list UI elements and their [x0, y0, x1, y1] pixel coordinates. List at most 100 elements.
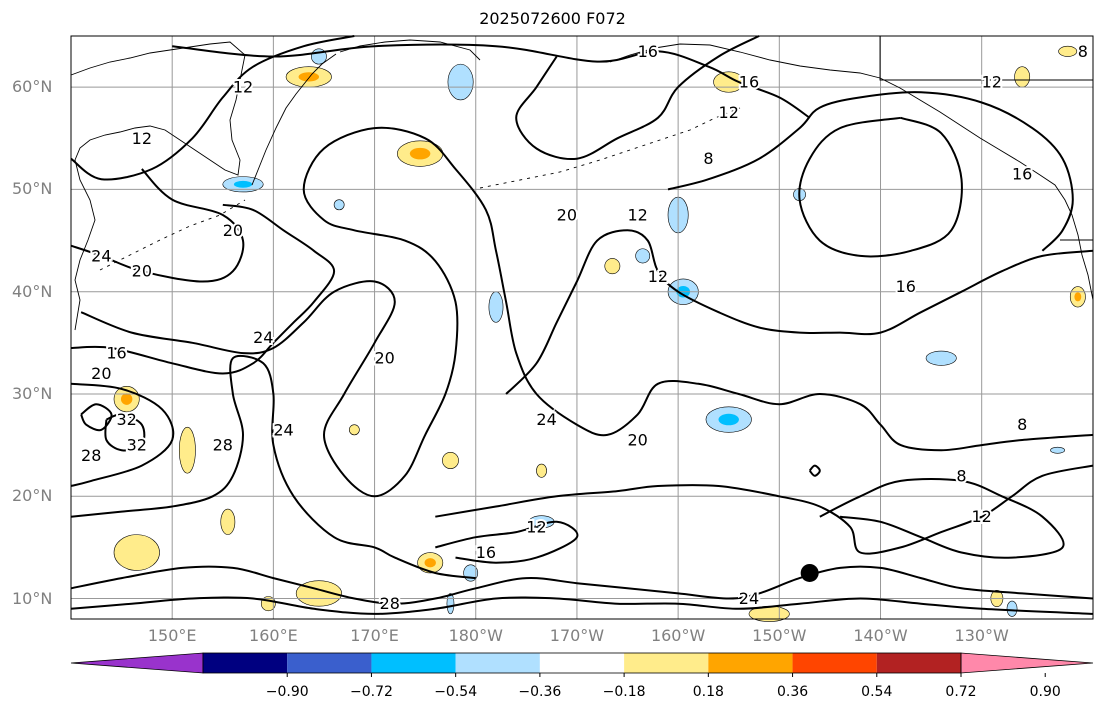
contour-line [515, 35, 760, 161]
contour-line [70, 168, 245, 283]
shaded-patch [178, 426, 196, 474]
lon-label: 150°E [147, 626, 197, 645]
shaded-patch-core [409, 147, 431, 160]
shaded-patch [348, 424, 360, 436]
contour-label: 20 [132, 262, 152, 281]
lat-label: 50°N [12, 179, 53, 199]
shaded-patch [113, 534, 160, 571]
contour-label: 12 [526, 517, 546, 536]
contour-line [104, 413, 146, 452]
colorbar-extend-low [70, 652, 204, 674]
coastline-bering [339, 39, 481, 61]
shaded-patch [447, 63, 474, 101]
lon-label: 140°W [853, 626, 908, 645]
shaded-patch-core [120, 393, 133, 405]
contour-label: 12 [719, 103, 739, 122]
storm-marker [800, 563, 819, 582]
colorbar-segment [371, 653, 456, 673]
colorbar-tick-label: −0.54 [434, 684, 478, 700]
contour-label: 12 [132, 129, 152, 148]
border-canada-us [879, 36, 1093, 81]
contour-label: 24 [536, 410, 556, 429]
colorbar-segment [539, 653, 625, 673]
contour-label: 32 [116, 410, 136, 429]
colorbar-segment [876, 653, 961, 673]
colorbar-segment [287, 653, 372, 673]
contour-label: 20 [91, 364, 111, 383]
contour-label: 16 [106, 344, 126, 363]
colorbar-segment [455, 653, 540, 673]
contour-line [70, 596, 1094, 615]
contour-label: 20 [557, 205, 577, 224]
lat-label: 20°N [12, 486, 53, 506]
contour-line [70, 565, 1094, 605]
map-background [71, 36, 1093, 619]
shaded-patch [333, 199, 345, 211]
lon-label: 130°W [954, 626, 1009, 645]
shaded-patch [220, 508, 236, 535]
shaded-patch-core [718, 413, 739, 426]
shaded-patch-core [233, 180, 253, 188]
shaded-patch [536, 463, 547, 478]
lat-label: 10°N [12, 588, 53, 608]
contour-line [808, 464, 821, 477]
contour-label: 8 [1078, 42, 1088, 61]
lon-label: 170°E [350, 626, 399, 645]
map-title: 2025072600 F072 [479, 9, 626, 28]
contour-label: 8 [703, 149, 713, 168]
contour-label: 8 [956, 466, 966, 485]
shaded-patch-core [1074, 292, 1082, 302]
lon-label: 160°E [249, 626, 298, 645]
lon-label: 160°W [650, 626, 706, 645]
contour-label: 12 [233, 78, 253, 97]
contour-label: 12 [982, 73, 1002, 92]
shaded-patch [442, 451, 459, 469]
shaded-patch [1006, 600, 1018, 617]
colorbar-extend-high [960, 652, 1094, 674]
lat-label: 40°N [12, 281, 53, 301]
colorbar-tick-label: 0.72 [945, 684, 977, 700]
colorbar-frame [202, 652, 962, 674]
contour-label: 12 [972, 507, 992, 526]
colorbar-tick-label: 0.18 [692, 684, 724, 700]
shaded-patch [488, 291, 504, 323]
contour-line [80, 126, 1094, 498]
shaded-patch [635, 248, 651, 264]
contour-label: 20 [375, 349, 395, 368]
contour-line [70, 382, 175, 487]
colorbar-segment [203, 653, 288, 673]
contour-line [80, 403, 113, 432]
shaded-patch [1058, 45, 1078, 57]
coastline-kamchatka [251, 53, 337, 186]
contour-line [819, 478, 1065, 559]
colorbar-tick-label: −0.36 [518, 684, 562, 700]
lat-label: 60°N [12, 77, 53, 97]
colorbar-tick-label: 0.54 [861, 684, 893, 700]
contour-line [435, 520, 579, 564]
contour-label: 12 [648, 267, 668, 286]
shaded-patch-core [424, 558, 436, 568]
shaded-patch [604, 258, 621, 275]
colorbar-tick-label: −0.72 [349, 684, 393, 700]
contour-label: 12 [627, 205, 647, 224]
contour-label: 16 [739, 73, 759, 92]
contour-label: 8 [1017, 415, 1027, 434]
contour-label: 20 [627, 431, 647, 450]
lat-label: 30°N [12, 383, 53, 403]
shaded-patch-core [298, 72, 320, 82]
contour-line [70, 35, 355, 181]
contour-line [435, 464, 1094, 555]
contour-line [505, 229, 1094, 395]
colorbar-segment [792, 653, 877, 673]
colorbar-segment [708, 653, 793, 673]
contour-line [70, 203, 336, 375]
map-frame [70, 35, 1094, 620]
contour-label: 24 [253, 328, 273, 347]
lon-label: 150°W [752, 626, 807, 645]
contour-label: 16 [896, 277, 916, 296]
contour-label: 28 [380, 594, 400, 613]
colorbar-segment [624, 653, 709, 673]
colorbar-tick-label: −0.18 [602, 684, 646, 700]
coastline-aleutians [479, 107, 741, 189]
contour-line [172, 43, 811, 119]
